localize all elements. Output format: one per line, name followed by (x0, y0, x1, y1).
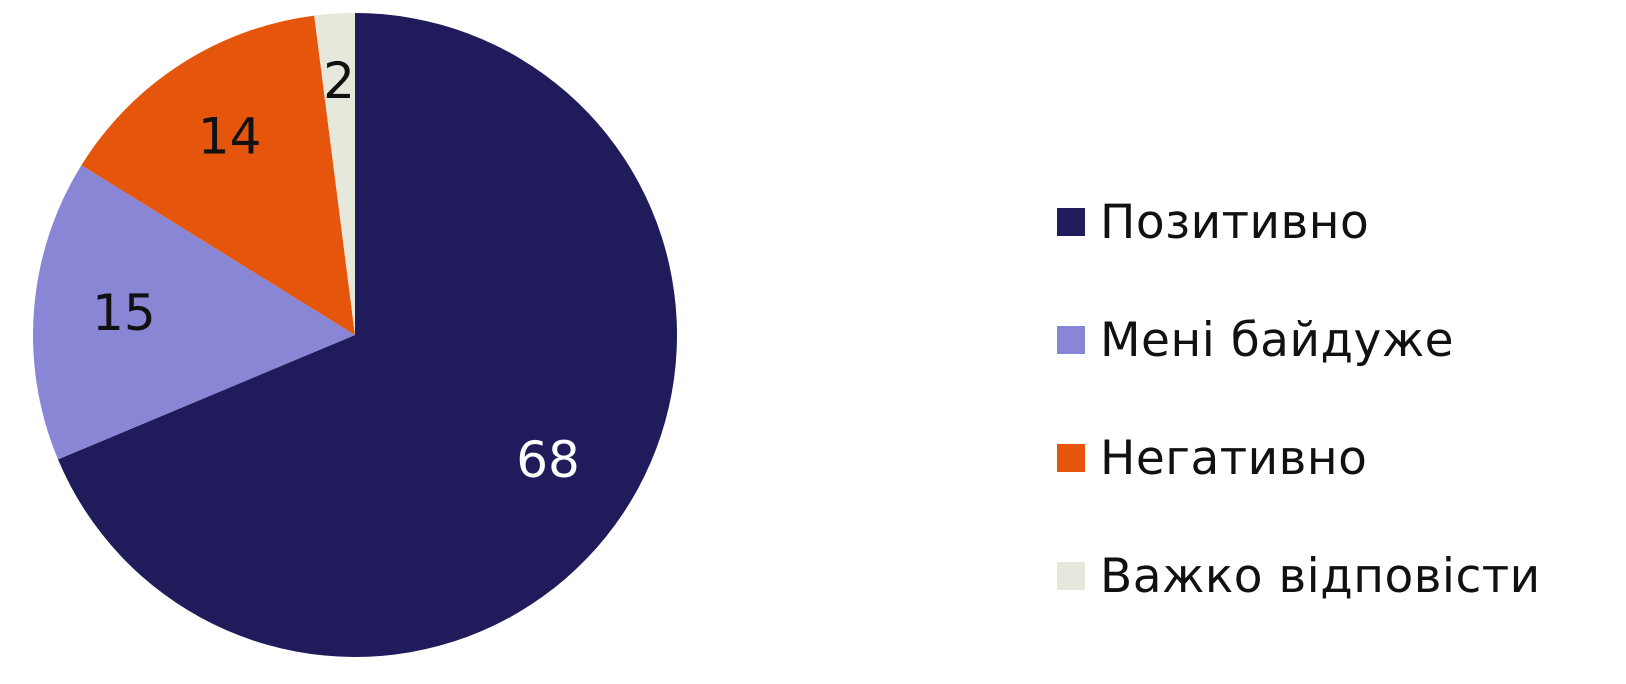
legend-item-negative: Негативно (1057, 399, 1541, 517)
pie-chart: 68 15 14 2 (32, 13, 678, 657)
legend-label-negative: Негативно (1100, 430, 1368, 486)
pie-slice-hard-to-answer (314, 13, 355, 335)
legend-swatch-positive (1057, 208, 1085, 236)
pie-slice-positive (58, 13, 678, 657)
legend-label-positive: Позитивно (1100, 194, 1370, 250)
legend-item-hard-to-answer: Важко відповісти (1057, 517, 1541, 635)
legend-label-hard-to-answer: Важко відповісти (1100, 548, 1541, 604)
pie-label-positive: 68 (516, 431, 580, 489)
pie-label-hard-to-answer: 2 (323, 52, 355, 110)
pie-slice-negative (81, 15, 355, 336)
legend-swatch-hard-to-answer (1057, 562, 1085, 590)
pie-label-indifferent: 15 (92, 284, 156, 342)
pie-label-negative: 14 (198, 107, 262, 165)
legend-item-positive: Позитивно (1057, 163, 1541, 281)
legend-swatch-indifferent (1057, 326, 1085, 354)
legend-swatch-negative (1057, 444, 1085, 472)
legend: Позитивно Мені байдуже Негативно Важко в… (1057, 163, 1541, 635)
legend-label-indifferent: Мені байдуже (1100, 312, 1455, 368)
pie-slice-labels: 68 15 14 2 (92, 52, 580, 489)
legend-item-indifferent: Мені байдуже (1057, 281, 1541, 399)
pie-slice-indifferent (32, 165, 356, 460)
pie-slices (32, 13, 678, 657)
